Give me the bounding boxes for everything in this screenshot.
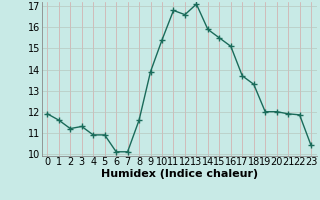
X-axis label: Humidex (Indice chaleur): Humidex (Indice chaleur) [100,169,258,179]
